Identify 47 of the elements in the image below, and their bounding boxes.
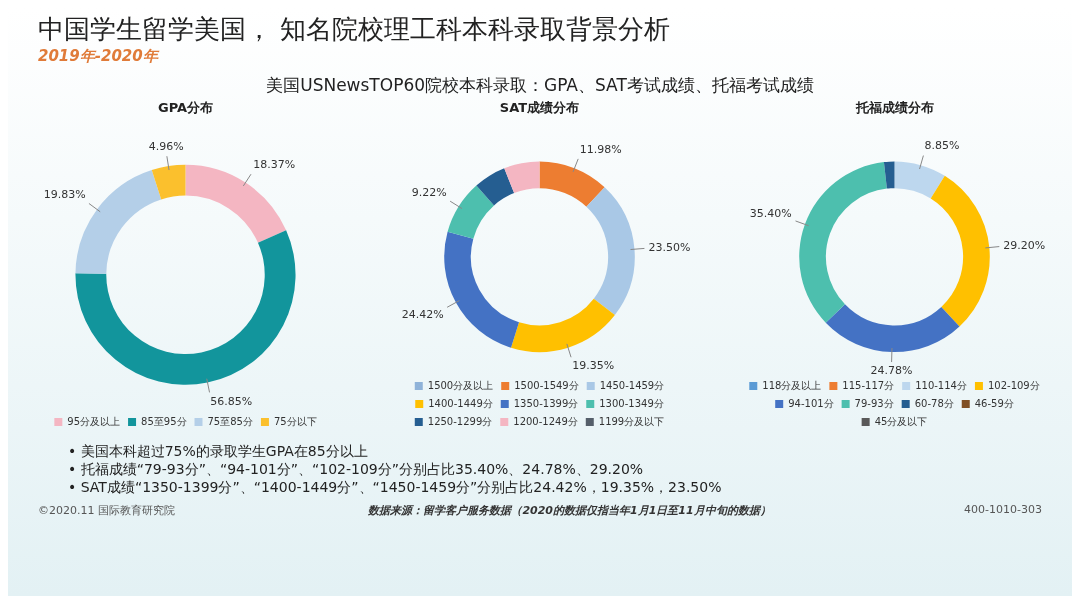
data-label: 18.37% — [253, 158, 295, 172]
legend-label: 60-78分 — [914, 397, 954, 409]
text: • 美国本科超过75%的录取学生GPA在85分以上 — [68, 443, 369, 461]
text: 400-1010-303 — [964, 503, 1042, 518]
legend-label: 1199分及以下 — [599, 415, 665, 427]
data-label: 11.98% — [580, 142, 623, 156]
source-note: 数据来源：留学客户服务数据（2020的数据仅指当年1月1日至11月中旬的数据） — [368, 503, 771, 518]
legend-label: 115-117分 — [842, 379, 895, 391]
legend-label: 79-93分 — [854, 397, 894, 409]
legend-label: 94-101分 — [788, 397, 834, 409]
legend-label: 45分及以下 — [874, 415, 928, 427]
text: ©2020.11 国际教育研究院 — [38, 503, 175, 518]
legend-label: 1200-1249分 — [513, 415, 579, 427]
legend-label: 46-59分 — [974, 397, 1014, 409]
legend-label: 1400-1449分 — [428, 397, 494, 409]
legend-label: 1500-1549分 — [514, 379, 580, 391]
legend-label: 95分及以上 — [67, 415, 120, 427]
text: 2019年-2020年 — [38, 47, 161, 66]
legend-label: 75分以下 — [273, 415, 317, 427]
legend-label: 85至95分 — [140, 415, 187, 427]
chart-title: 托福成绩分布 — [854, 100, 934, 116]
text: 中国学生留学美国， 知名院校理工科本科录取背景分析 — [38, 13, 672, 46]
data-label: 56.85% — [210, 394, 253, 408]
data-label: 24.42% — [402, 307, 445, 321]
text: • 托福成绩“79-93分”、“94-101分”、“102-109分”分别占比35.40%、24.78%、29.20% — [68, 461, 645, 479]
data-label: 9.22% — [412, 186, 448, 200]
legend-label: 75至85分 — [207, 415, 253, 427]
chart-title: GPA分布 — [157, 100, 213, 116]
data-label: 19.35% — [572, 359, 615, 373]
data-label: 29.20% — [1003, 239, 1046, 253]
legend-label: 110-114分 — [915, 379, 968, 391]
legend-label: 118分及以上 — [762, 379, 822, 391]
legend-label: 1450-1459分 — [600, 379, 665, 391]
data-label: 23.50% — [648, 240, 691, 254]
data-label: 4.96% — [148, 139, 184, 153]
legend-label: 1350-1399分 — [514, 397, 579, 409]
text: • SAT成绩“1350-1399分”、“1400-1449分”、“1450-1459分”分别占比24.42%，19.35%，23.50% — [68, 479, 723, 497]
legend-label: 1250-1299分 — [428, 415, 493, 427]
legend-label: 1500分及以上 — [428, 379, 494, 391]
data-label: 24.78% — [870, 364, 913, 378]
data-label: 19.83% — [43, 188, 86, 202]
data-label: 35.40% — [749, 206, 792, 220]
chart-title: SAT成绩分布 — [500, 100, 580, 116]
data-label: 8.85% — [924, 139, 960, 153]
legend-label: 1300-1349分 — [599, 397, 665, 409]
text: 美国USNewsTOP60院校本科录取：GPA、SAT考试成绩、托福考试成绩 — [265, 74, 815, 97]
legend-label: 102-109分 — [988, 379, 1040, 391]
